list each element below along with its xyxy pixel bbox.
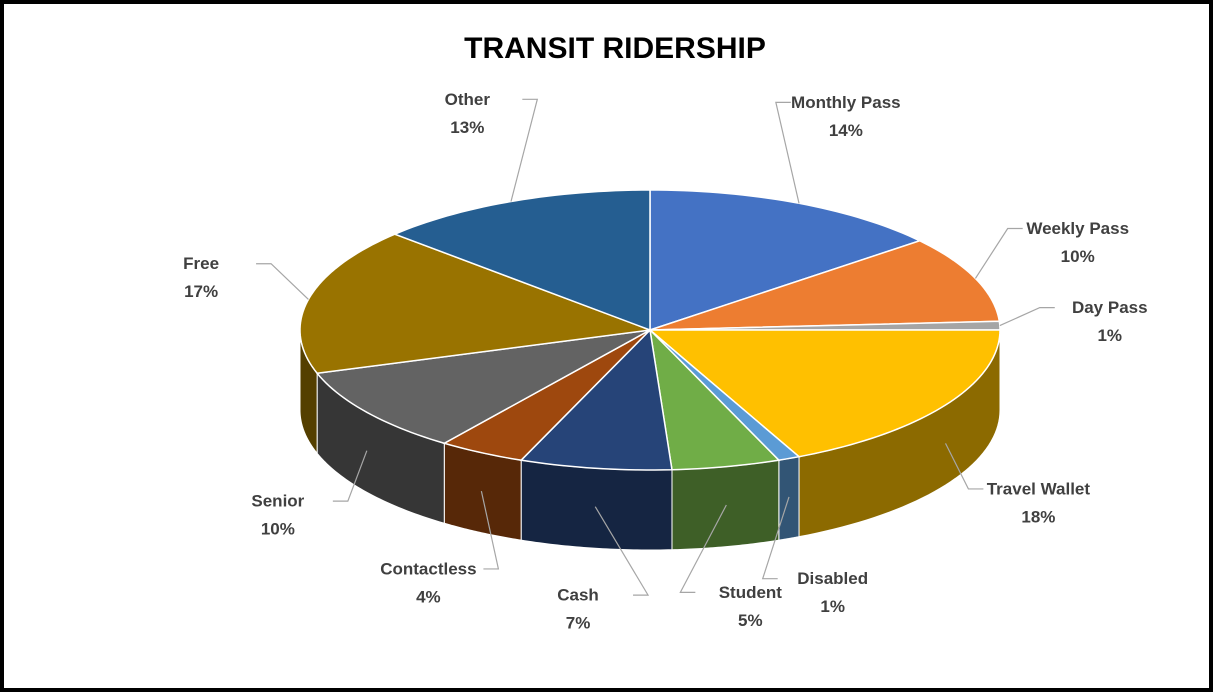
pie-slice — [392, 189, 651, 332]
leader-line — [775, 101, 800, 204]
data-label-name: Other — [445, 90, 491, 109]
leader-line — [256, 263, 309, 300]
leader-line — [974, 227, 1023, 279]
data-label-value: 10% — [261, 520, 295, 539]
data-label-value: 7% — [566, 614, 591, 633]
pie-slice — [648, 327, 781, 471]
data-label-name: Cash — [557, 586, 599, 605]
leader-line — [761, 496, 790, 580]
data-label-name: Free — [183, 254, 219, 273]
leader-line — [480, 490, 500, 570]
data-label-value: 18% — [1021, 507, 1055, 526]
pie-slice — [647, 329, 1001, 458]
pie-top — [299, 189, 1001, 471]
leader-line — [679, 504, 727, 593]
data-label-name: Senior — [251, 492, 304, 511]
leader-line — [510, 98, 539, 202]
data-label-name: Contactless — [380, 559, 476, 578]
data-label-name: Weekly Pass — [1026, 219, 1129, 238]
slice-side — [520, 459, 673, 551]
data-label-value: 17% — [184, 282, 218, 301]
pie-slice — [649, 239, 1001, 331]
chart-title: TRANSIT RIDERSHIP — [464, 32, 766, 65]
data-label-name: Disabled — [797, 569, 868, 588]
slice-side — [671, 459, 780, 551]
data-label-value: 13% — [450, 118, 484, 137]
pie-slice — [442, 329, 651, 461]
data-label-value: 5% — [738, 611, 763, 630]
data-label-name: Student — [719, 583, 783, 602]
data-label-name: Monthly Pass — [791, 93, 901, 112]
pie-slice — [315, 329, 651, 445]
leader-line — [332, 450, 368, 502]
data-label-value: 10% — [1061, 247, 1095, 266]
leader-line — [999, 307, 1055, 327]
data-label-value: 1% — [820, 597, 845, 616]
leader-line — [944, 443, 984, 490]
data-label-name: Day Pass — [1072, 298, 1148, 317]
data-label-value: 14% — [829, 121, 863, 140]
pie-slice — [519, 328, 673, 471]
data-label-value: 4% — [416, 587, 441, 606]
data-label-name: Travel Wallet — [987, 479, 1091, 498]
data-label-value: 1% — [1097, 326, 1122, 345]
pie-slice — [299, 233, 651, 375]
leader-line — [594, 506, 650, 596]
